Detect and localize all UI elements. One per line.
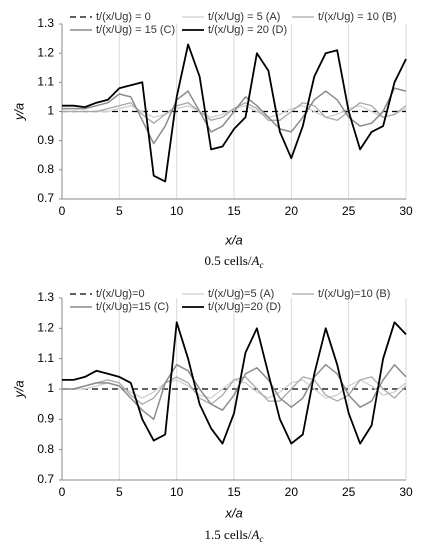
x-tick-label: 15: [227, 485, 241, 499]
y-axis-label: y/a: [11, 380, 26, 398]
y-tick-label: 1: [47, 104, 54, 118]
y-tick-label: 0.8: [37, 442, 54, 456]
y-tick-label: 1.1: [37, 75, 54, 89]
caption-symbol: A: [250, 253, 259, 268]
series-line: [62, 87, 407, 145]
legend-label: t/(x/Ug)=0: [96, 288, 145, 300]
caption: 0.5 cells/Ac: [205, 253, 264, 270]
y-tick-label: 1.3: [37, 290, 54, 304]
x-tick-label: 5: [116, 485, 123, 499]
legend-label: t/(x/Ug) = 20 (D): [208, 24, 287, 36]
series-line: [62, 363, 407, 421]
x-tick-label: 15: [227, 204, 241, 218]
series-line: [62, 43, 407, 183]
y-axis-label: y/a: [11, 103, 26, 121]
caption-text: 0.5 cells/: [205, 253, 252, 268]
x-tick-label: 25: [342, 204, 356, 218]
legend-label: t/(x/Ug)=20 (D): [208, 301, 281, 313]
x-tick-label: 5: [116, 204, 123, 218]
caption-text: 1.5 cells/: [205, 527, 252, 542]
legend-label: t/(x/Ug) = 10 (B): [318, 11, 397, 23]
legend-label: t/(x/Ug)=15 (C): [96, 301, 169, 313]
series-line: [62, 321, 407, 445]
y-tick-label: 0.7: [37, 191, 54, 205]
x-tick-label: 10: [170, 485, 184, 499]
y-tick-label: 0.9: [37, 412, 54, 426]
caption-sub: c: [259, 534, 263, 544]
legend-label: t/(x/Ug)=10 (B): [318, 288, 390, 300]
y-tick-label: 1.2: [37, 45, 54, 59]
x-tick-label: 10: [170, 204, 184, 218]
x-tick-label: 0: [59, 485, 66, 499]
caption: 1.5 cells/Ac: [205, 527, 264, 544]
y-tick-label: 0.8: [37, 162, 54, 176]
y-tick-label: 1.1: [37, 351, 54, 365]
y-tick-label: 0.7: [37, 472, 54, 486]
y-tick-label: 1: [47, 381, 54, 395]
x-tick-label: 20: [285, 204, 299, 218]
caption-sub: c: [259, 260, 263, 270]
x-tick-label: 30: [399, 204, 413, 218]
x-axis-label: x/a: [224, 232, 242, 247]
caption-symbol: A: [250, 527, 259, 542]
x-tick-label: 20: [285, 485, 299, 499]
y-tick-label: 1.2: [37, 321, 54, 335]
x-axis-label: x/a: [224, 505, 242, 520]
y-tick-label: 0.9: [37, 133, 54, 147]
legend-label: t/(x/Ug) = 5 (A): [208, 11, 280, 23]
y-tick-label: 1.3: [37, 16, 54, 30]
legend-label: t/(x/Ug)=5 (A): [208, 288, 274, 300]
x-tick-label: 0: [59, 204, 66, 218]
x-tick-label: 30: [399, 485, 413, 499]
legend-label: t/(x/Ug) = 0: [96, 11, 151, 23]
legend-label: t/(x/Ug) = 15 (C): [96, 24, 175, 36]
x-tick-label: 25: [342, 485, 356, 499]
